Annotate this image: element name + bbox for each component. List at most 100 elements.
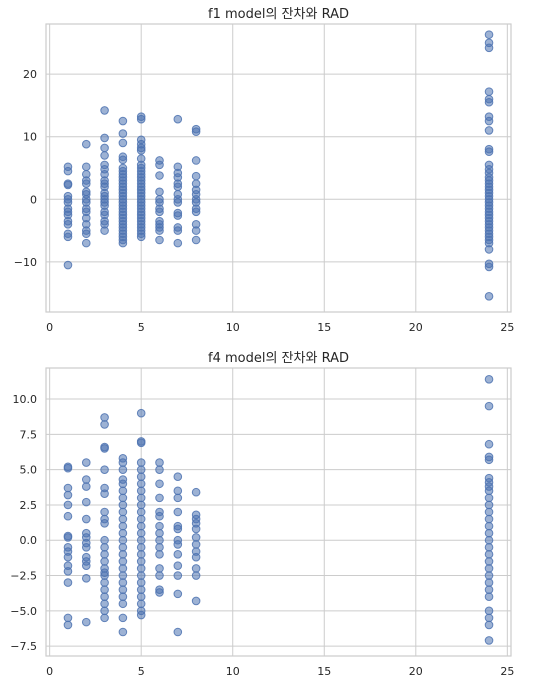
scatter-point bbox=[81, 229, 91, 239]
scatter-point bbox=[100, 557, 109, 566]
scatter-point bbox=[100, 542, 109, 552]
scatter-point bbox=[155, 571, 164, 580]
scatter-point bbox=[191, 487, 201, 497]
scatter-point bbox=[63, 180, 73, 190]
scatter-point bbox=[173, 182, 183, 192]
scatter-point bbox=[155, 535, 164, 545]
plot-frame bbox=[45, 23, 512, 313]
scatter-point bbox=[484, 557, 494, 566]
scatter-point bbox=[100, 550, 109, 559]
scatter-point bbox=[484, 486, 494, 496]
scatter-point bbox=[63, 613, 73, 623]
scatter-point bbox=[484, 521, 494, 531]
scatter-point bbox=[118, 613, 128, 623]
scatter-point bbox=[100, 444, 109, 453]
scatter-point bbox=[100, 592, 109, 602]
scatter-point bbox=[136, 571, 146, 580]
scatter-point bbox=[155, 235, 164, 245]
scatter-point bbox=[484, 245, 494, 254]
scatter-point bbox=[136, 514, 146, 524]
scatter-point bbox=[118, 514, 128, 524]
chart-title: f4 model의 잔차와 RAD bbox=[208, 351, 349, 366]
tick-labels: 0 5 10 15 20 25 −7.5 −5.0 −2.5 0.0 2.5 5.0 7.5 10.0 bbox=[10, 393, 514, 678]
scatter-point bbox=[484, 292, 494, 301]
scatter-point bbox=[173, 524, 183, 534]
x-tick-label: 25 bbox=[500, 665, 514, 678]
scatter-point bbox=[136, 232, 146, 242]
scatter-point bbox=[136, 585, 146, 594]
scatter-point bbox=[155, 458, 164, 467]
scatter-point bbox=[63, 232, 73, 242]
y-tick-label: 7.5 bbox=[20, 428, 38, 441]
scatter-point bbox=[81, 561, 91, 570]
scatter-point bbox=[191, 571, 201, 580]
scatter-point bbox=[155, 479, 164, 489]
scatter-point bbox=[63, 620, 73, 630]
scatter-point bbox=[191, 207, 201, 217]
scatter-point bbox=[63, 533, 73, 542]
scatter-point bbox=[118, 599, 128, 609]
scatter-point bbox=[136, 472, 146, 482]
scatter-point bbox=[118, 479, 128, 489]
y-tick-label: 0.0 bbox=[20, 534, 38, 547]
scatter-point bbox=[100, 226, 109, 235]
scatter-point bbox=[100, 606, 109, 616]
scatter-point bbox=[155, 187, 164, 197]
scatter-point bbox=[484, 528, 494, 538]
scatter-point bbox=[484, 374, 494, 384]
scatter-point bbox=[484, 535, 494, 545]
scatter-point bbox=[136, 564, 146, 573]
scatter-point bbox=[155, 160, 164, 170]
scatter-point bbox=[100, 465, 109, 474]
scatter-point bbox=[118, 486, 128, 496]
scatter-point bbox=[63, 260, 73, 270]
scatter-point bbox=[173, 571, 183, 580]
scatter-point bbox=[136, 557, 146, 566]
scatter-point bbox=[118, 507, 128, 517]
scatter-point bbox=[118, 557, 128, 566]
scatter-point bbox=[173, 472, 183, 482]
scatter-point bbox=[136, 599, 146, 609]
scatter-point bbox=[63, 220, 73, 229]
scatter-point bbox=[63, 166, 73, 176]
scatter-point bbox=[81, 497, 91, 507]
gridlines bbox=[46, 24, 511, 312]
x-tick-label: 5 bbox=[138, 665, 145, 678]
scatter-point bbox=[136, 592, 146, 602]
scatter-point bbox=[63, 490, 73, 500]
scatter-point bbox=[484, 613, 494, 623]
x-tick-label: 0 bbox=[46, 665, 53, 678]
scatter-point bbox=[118, 535, 128, 545]
scatter-point bbox=[118, 521, 128, 531]
scatter-point bbox=[63, 463, 73, 473]
scatter-point bbox=[136, 465, 146, 474]
scatter-point bbox=[100, 599, 109, 609]
scatter-point bbox=[136, 114, 146, 124]
scatter-point bbox=[173, 493, 183, 503]
scatter-point bbox=[136, 550, 146, 559]
scatter-point bbox=[191, 596, 201, 606]
scatter-point bbox=[100, 143, 109, 153]
gridlines bbox=[46, 368, 511, 656]
scatter-point bbox=[173, 226, 183, 235]
scatter-point bbox=[118, 138, 128, 148]
scatter-point bbox=[100, 507, 109, 517]
scatter-point bbox=[100, 151, 109, 160]
scatter-point bbox=[81, 617, 91, 627]
scatter-point bbox=[136, 542, 146, 552]
y-tick-label: 20 bbox=[23, 68, 37, 81]
scatter-point bbox=[100, 489, 109, 498]
scatter-point bbox=[136, 458, 146, 467]
scatter-point bbox=[155, 207, 164, 217]
scatter-point bbox=[191, 533, 201, 542]
scatter-point bbox=[484, 636, 494, 645]
scatter-point bbox=[81, 162, 91, 172]
y-tick-label: −2.5 bbox=[10, 570, 37, 583]
scatter-point bbox=[81, 542, 91, 552]
scatter-point bbox=[173, 114, 183, 124]
scatter-point bbox=[173, 486, 183, 496]
scatter-point bbox=[118, 458, 128, 467]
scatter-point bbox=[118, 500, 128, 510]
scatter-point bbox=[100, 106, 109, 115]
